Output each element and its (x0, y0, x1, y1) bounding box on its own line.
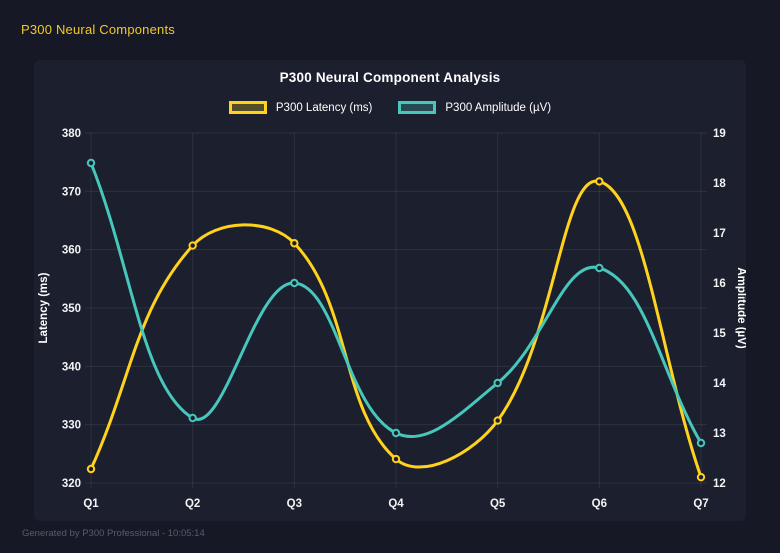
svg-text:350: 350 (62, 303, 81, 315)
svg-text:Q2: Q2 (185, 498, 200, 510)
app-title: P300 Neural Components (21, 22, 175, 37)
data-point[interactable] (493, 416, 502, 425)
data-point[interactable] (86, 158, 96, 168)
svg-text:Q3: Q3 (287, 498, 302, 510)
data-point[interactable] (595, 177, 604, 186)
svg-text:330: 330 (62, 420, 81, 432)
right-axis-ticks: 12 13 14 15 16 17 18 19 (713, 128, 726, 490)
svg-text:18: 18 (713, 178, 726, 190)
svg-text:17: 17 (713, 228, 726, 240)
legend-label-amplitude: P300 Amplitude (µV) (445, 101, 552, 114)
data-point[interactable] (696, 472, 706, 482)
svg-text:360: 360 (62, 245, 81, 257)
svg-text:Q4: Q4 (388, 498, 404, 510)
svg-text:14: 14 (713, 378, 726, 390)
data-point[interactable] (188, 241, 197, 250)
series-points-1 (86, 158, 706, 448)
svg-text:320: 320 (62, 478, 81, 490)
svg-text:15: 15 (713, 328, 726, 340)
x-axis-ticks: Q1 Q2 Q3 Q4 Q5 Q6 Q7 (83, 498, 708, 510)
legend-swatch-amplitude-icon (398, 101, 437, 114)
svg-text:380: 380 (62, 128, 81, 140)
chart-legend: P300 Latency (ms) P300 Amplitude (µV) (34, 101, 746, 114)
svg-text:Q6: Q6 (592, 498, 607, 510)
svg-text:Q5: Q5 (490, 498, 506, 510)
left-axis-ticks: 320 330 340 350 360 370 380 (62, 128, 81, 490)
svg-text:370: 370 (62, 186, 81, 198)
series-points-0 (86, 177, 706, 482)
svg-text:12: 12 (713, 478, 726, 490)
legend-label-latency: P300 Latency (ms) (275, 101, 373, 114)
data-point[interactable] (391, 454, 401, 464)
chart-title: P300 Neural Component Analysis (279, 70, 501, 85)
svg-text:340: 340 (62, 361, 81, 373)
data-point[interactable] (493, 378, 502, 388)
data-point[interactable] (696, 438, 706, 448)
data-point[interactable] (391, 428, 401, 438)
footer-status: Generated by P300 Professional - 10:05:1… (22, 528, 205, 539)
legend-swatch-latency-icon (228, 101, 267, 114)
left-axis-title: Latency (ms) (38, 272, 50, 343)
svg-text:19: 19 (713, 128, 726, 140)
svg-text:13: 13 (713, 428, 726, 440)
svg-text:Q1: Q1 (83, 498, 99, 510)
chart-card: P300 Neural Component Analysis P300 Late… (34, 60, 746, 521)
data-point[interactable] (595, 263, 604, 273)
svg-text:Q7: Q7 (693, 498, 708, 510)
data-point[interactable] (290, 278, 299, 288)
legend-item-latency[interactable]: P300 Latency (ms) (228, 101, 373, 114)
data-point[interactable] (188, 413, 197, 423)
legend-item-amplitude[interactable]: P300 Amplitude (µV) (398, 101, 551, 114)
right-axis-title: Amplitude (µV) (735, 267, 746, 349)
data-point[interactable] (86, 464, 96, 474)
svg-text:16: 16 (713, 278, 726, 290)
data-point[interactable] (290, 239, 299, 248)
